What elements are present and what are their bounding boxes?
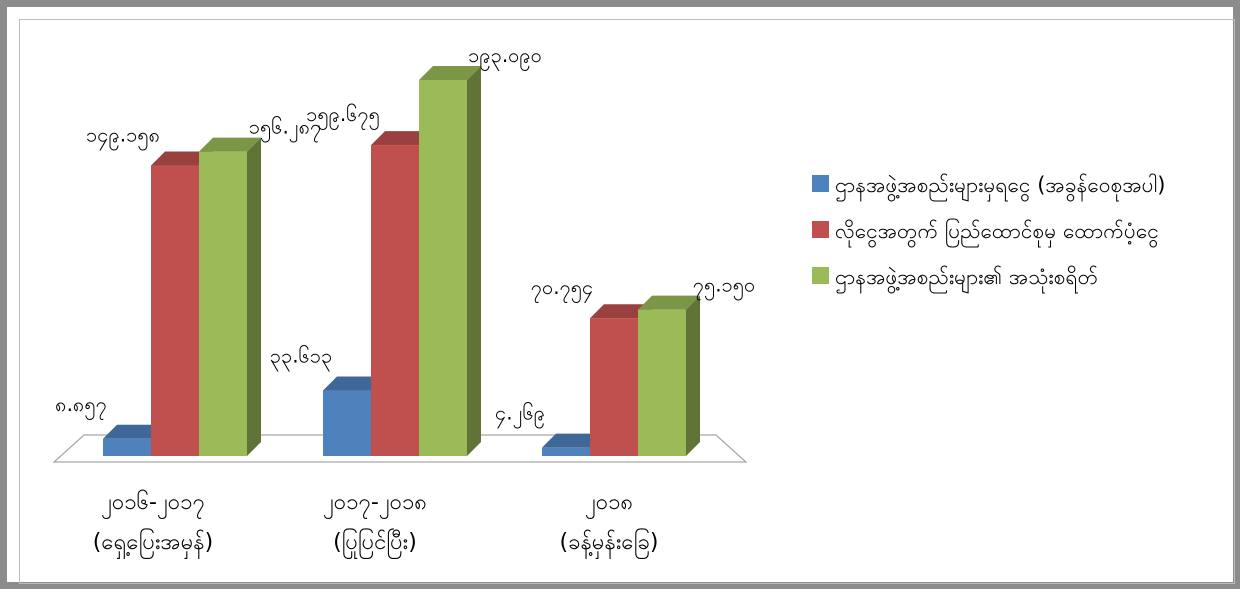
- bar-front: [151, 165, 199, 456]
- legend-item-revenue: ဌာနအဖွဲ့အစည်းများမှရငွေ (အခွန်ဝေစုအပါ): [812, 168, 1222, 202]
- value-label-1-1: ၈.၈၅၇: [55, 392, 107, 420]
- value-label-2-3: ၇၀.၇၅၄: [531, 275, 594, 303]
- bar-top: [151, 151, 213, 166]
- legend-item-expenditure: ဌာနအဖွဲ့အစည်းများ၏ အသုံးစရိတ်: [812, 260, 1222, 294]
- bar-top: [542, 433, 604, 448]
- bar-top: [103, 424, 165, 439]
- bar-top: [199, 137, 261, 152]
- category-label-2-line2: (ပြုပြင်ပြီး): [333, 528, 417, 559]
- bar-side: [247, 137, 261, 456]
- legend-label-expenditure: ဌာနအဖွဲ့အစည်းများ၏ အသုံးစရိတ်: [835, 265, 1099, 289]
- legend: ဌာနအဖွဲ့အစည်းများမှရငွေ (အခွန်ဝေစုအပါ) လ…: [812, 168, 1222, 306]
- bars-group: [103, 66, 700, 457]
- category-labels-group: ၂၀၁၆-၂၀၁၇ (ရှေ့ပြေးအမှန်) ၂၀၁၇-၂၀၁၈ (ပြုပြင…: [93, 489, 659, 560]
- value-label-2-2: ၁၅၉.၆၇၅: [306, 102, 380, 130]
- value-label-2-1: ၁၄၉.၁၅၈: [86, 123, 160, 151]
- bar-front: [199, 151, 247, 456]
- bar-top: [590, 304, 652, 319]
- bar-top: [371, 131, 433, 146]
- chart-inner-border: [19, 19, 1235, 584]
- bar-front: [323, 390, 371, 456]
- bar-side: [467, 66, 481, 456]
- bar-front: [371, 145, 419, 457]
- value-label-1-3: ၄.၂၆၉: [495, 401, 545, 429]
- legend-swatch-expenditure: [812, 267, 829, 284]
- category-label-2-line1: ၂၀၁၇-၂၀၁၈: [323, 490, 427, 519]
- bar-3-2: [419, 66, 481, 456]
- bar-3-1: [199, 137, 261, 456]
- value-label-3-2: ၁၉၃.၀၉၀: [468, 43, 542, 71]
- bar-top: [638, 295, 700, 310]
- bar-front: [103, 438, 151, 456]
- legend-label-union-grant: လိုငွေအတွက် ပြည်ထောင်စုမှ ထောက်ပံ့ငွေ: [835, 219, 1159, 243]
- bar-top: [323, 376, 385, 391]
- legend-swatch-revenue: [812, 175, 829, 192]
- bar-front: [638, 309, 686, 456]
- legend-swatch-union-grant: [812, 221, 829, 238]
- legend-label-revenue: ဌာနအဖွဲ့အစည်းများမှရငွေ (အခွန်ဝေစုအပါ): [835, 173, 1166, 197]
- value-label-1-2: ၃၃.၆၁၃: [270, 344, 333, 372]
- legend-item-union-grant: လိုငွေအတွက် ပြည်ထောင်စုမှ ထောက်ပံ့ငွေ: [812, 214, 1222, 248]
- bar-top: [419, 66, 481, 80]
- category-label-3-line2: (ခန့်မှန်းခြေ): [560, 528, 659, 560]
- bar-front: [590, 318, 638, 456]
- value-label-3-1: ၁၅၆.၂၈၇: [249, 115, 322, 143]
- category-label-1-line2: (ရှေ့ပြေးအမှန်): [93, 528, 214, 560]
- value-label-3-3: ၇၅.၁၅၀: [693, 273, 756, 301]
- category-label-1-line1: ၂၀၁၆-၂၀၁၇: [101, 489, 205, 519]
- bar-front: [542, 447, 590, 456]
- bar-front: [419, 80, 467, 456]
- bar-side: [686, 295, 700, 456]
- category-label-3-line1: ၂၀၁၈: [585, 490, 633, 519]
- bar-3-3: [638, 295, 700, 456]
